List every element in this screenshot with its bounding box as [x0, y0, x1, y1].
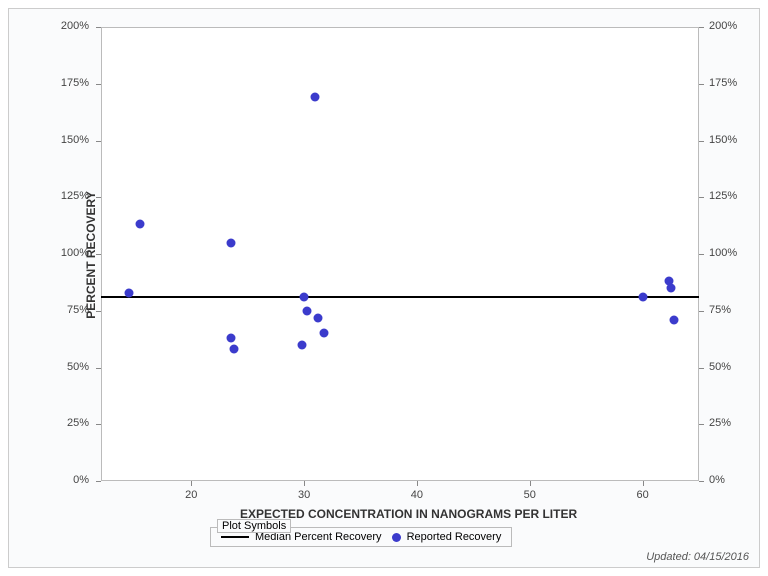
- legend-item-scatter: Reported Recovery: [392, 531, 502, 543]
- y-tick-label-left: 50%: [49, 361, 89, 373]
- y-tick-label-right: 0%: [709, 474, 725, 486]
- data-point: [226, 333, 235, 342]
- data-point: [230, 345, 239, 354]
- y-tick-label-right: 200%: [709, 20, 737, 32]
- data-point: [320, 329, 329, 338]
- data-point: [226, 238, 235, 247]
- y-tick-label-right: 75%: [709, 304, 731, 316]
- data-point: [311, 93, 320, 102]
- y-tick-label-left: 75%: [49, 304, 89, 316]
- y-tick-label-right: 150%: [709, 134, 737, 146]
- legend-label-scatter: Reported Recovery: [407, 531, 502, 543]
- y-tick-label-right: 100%: [709, 247, 737, 259]
- data-point: [638, 293, 647, 302]
- y-tick-label-right: 50%: [709, 361, 731, 373]
- y-tick-label-right: 175%: [709, 77, 737, 89]
- legend-title: Plot Symbols: [217, 519, 291, 533]
- y-tick-label-left: 125%: [49, 190, 89, 202]
- chart-container: PERCENT RECOVERY EXPECTED CONCENTRATION …: [8, 8, 760, 568]
- y-tick-label-left: 25%: [49, 417, 89, 429]
- data-point: [670, 315, 679, 324]
- data-point: [303, 306, 312, 315]
- data-point: [136, 220, 145, 229]
- x-tick-label: 20: [185, 489, 197, 501]
- y-tick-label-right: 25%: [709, 417, 731, 429]
- data-point: [666, 284, 675, 293]
- legend: Plot Symbols Median Percent Recovery Rep…: [210, 527, 512, 547]
- x-tick-label: 60: [636, 489, 648, 501]
- legend-line-symbol: [221, 536, 249, 538]
- data-point: [313, 313, 322, 322]
- y-tick-label-right: 125%: [709, 190, 737, 202]
- y-tick-label-left: 200%: [49, 20, 89, 32]
- plot-area: [101, 27, 699, 481]
- x-tick-label: 30: [298, 489, 310, 501]
- x-tick-label: 40: [411, 489, 423, 501]
- data-point: [297, 340, 306, 349]
- footer-text: Updated: 04/15/2016: [646, 551, 749, 563]
- y-tick-label-left: 0%: [49, 474, 89, 486]
- data-point: [125, 288, 134, 297]
- legend-dot-symbol: [392, 533, 401, 542]
- y-tick-label-left: 100%: [49, 247, 89, 259]
- data-point: [300, 293, 309, 302]
- y-tick-label-left: 150%: [49, 134, 89, 146]
- x-tick-label: 50: [524, 489, 536, 501]
- y-tick-label-left: 175%: [49, 77, 89, 89]
